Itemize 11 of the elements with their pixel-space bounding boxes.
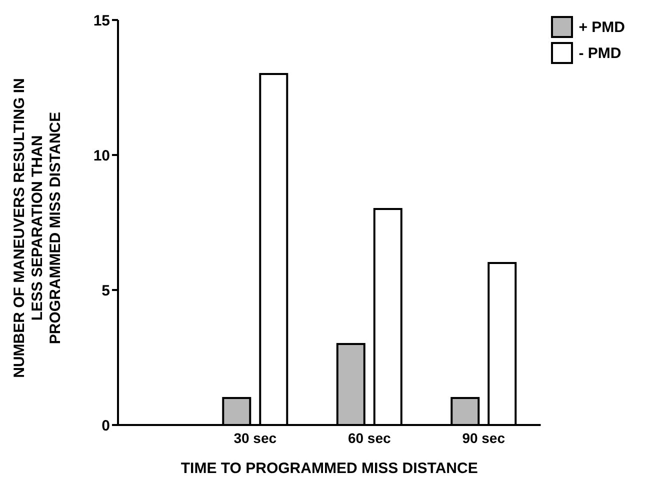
legend-label: - PMD bbox=[578, 44, 622, 62]
x-tick-label: 30 sec bbox=[234, 430, 277, 446]
y-tick-label: 15 bbox=[93, 12, 110, 30]
y-tick-label: 5 bbox=[102, 282, 110, 300]
y-tick-label: 10 bbox=[93, 147, 110, 164]
x-tick-label: 90 sec bbox=[462, 430, 506, 446]
x-axis-title: TIME TO PROGRAMMED MISS DISTANCE bbox=[180, 460, 478, 477]
x-tick-label: 60 sec bbox=[348, 430, 391, 446]
y-axis-title: NUMBER OF MANEUVERS RESULTING IN LESS SEPARATION THAN PROGRAMMED MISS DISTANCE bbox=[11, 78, 64, 378]
legend-label: + PMD bbox=[578, 18, 625, 36]
y-tick-label: 0 bbox=[102, 417, 110, 434]
